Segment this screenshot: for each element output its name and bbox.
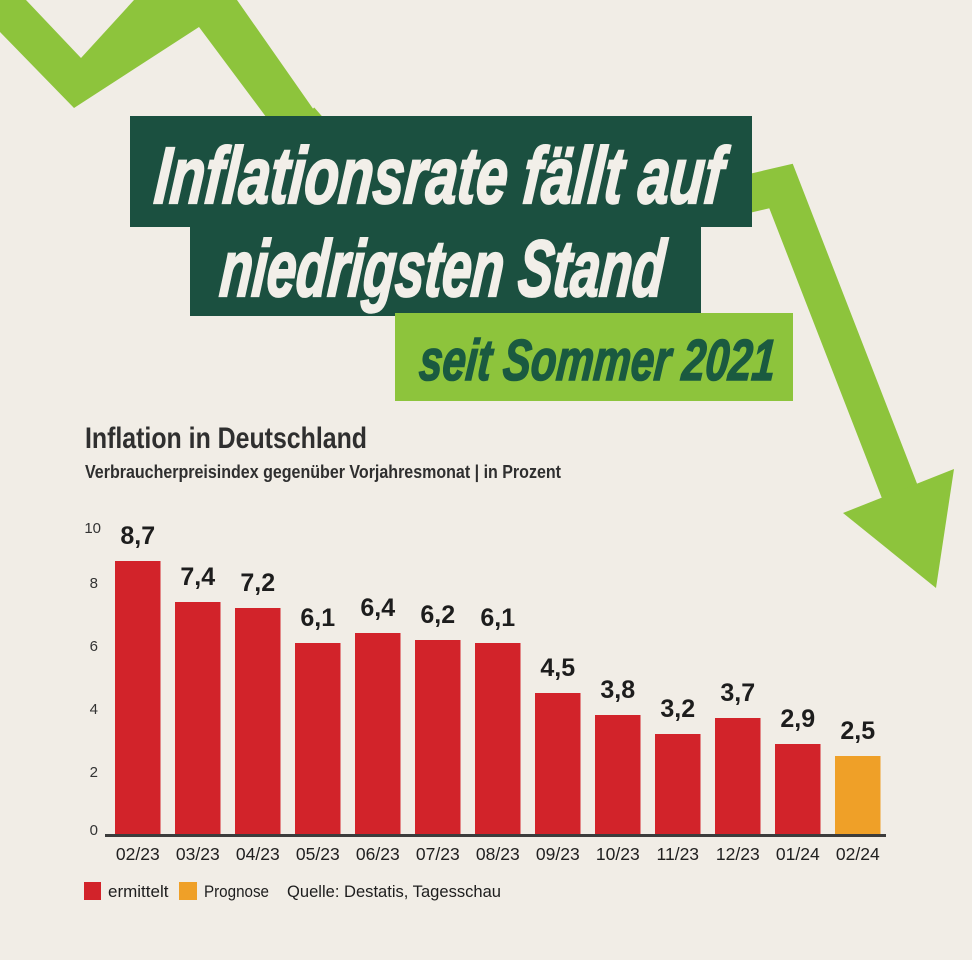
- svg-text:2,9: 2,9: [780, 705, 815, 733]
- svg-text:Quelle: Destatis, Tagesschau: Quelle: Destatis, Tagesschau: [287, 882, 501, 901]
- svg-text:3,8: 3,8: [600, 676, 635, 704]
- svg-text:08/23: 08/23: [476, 844, 520, 864]
- svg-text:4,5: 4,5: [540, 654, 575, 682]
- svg-text:01/24: 01/24: [776, 844, 820, 864]
- svg-text:6: 6: [90, 638, 98, 655]
- svg-text:seit Sommer 2021: seit Sommer 2021: [417, 328, 779, 393]
- svg-text:09/23: 09/23: [536, 844, 580, 864]
- svg-text:7,2: 7,2: [240, 569, 275, 597]
- svg-text:10: 10: [84, 520, 101, 537]
- svg-text:11/23: 11/23: [657, 844, 700, 864]
- svg-text:2,5: 2,5: [840, 717, 875, 745]
- svg-text:04/23: 04/23: [236, 844, 280, 864]
- svg-text:ermittelt: ermittelt: [108, 882, 169, 901]
- svg-text:0: 0: [90, 822, 98, 839]
- svg-text:niedrigsten Stand: niedrigsten Stand: [217, 223, 670, 313]
- svg-text:6,1: 6,1: [480, 604, 515, 632]
- svg-text:6,2: 6,2: [420, 601, 455, 629]
- svg-text:Inflation in Deutschland: Inflation in Deutschland: [85, 422, 367, 455]
- svg-text:7,4: 7,4: [180, 563, 215, 591]
- svg-text:10/23: 10/23: [596, 844, 640, 864]
- svg-text:3,2: 3,2: [660, 695, 695, 723]
- svg-text:02/23: 02/23: [116, 844, 160, 864]
- svg-text:Verbraucherpreisindex gegenübe: Verbraucherpreisindex gegenüber Vorjahre…: [85, 462, 561, 482]
- svg-text:6,4: 6,4: [360, 594, 395, 622]
- svg-text:07/23: 07/23: [416, 844, 460, 864]
- svg-text:06/23: 06/23: [356, 844, 400, 864]
- svg-text:12/23: 12/23: [716, 844, 760, 864]
- svg-text:6,1: 6,1: [300, 604, 335, 632]
- svg-text:02/24: 02/24: [836, 844, 880, 864]
- svg-text:8: 8: [90, 575, 98, 592]
- svg-text:Inflationsrate fällt auf: Inflationsrate fällt auf: [152, 130, 733, 220]
- svg-text:Prognose: Prognose: [204, 882, 269, 901]
- svg-text:03/23: 03/23: [176, 844, 220, 864]
- svg-text:05/23: 05/23: [296, 844, 340, 864]
- svg-text:8,7: 8,7: [120, 522, 155, 550]
- svg-text:2: 2: [90, 764, 98, 781]
- svg-text:4: 4: [90, 701, 98, 718]
- svg-text:3,7: 3,7: [720, 679, 755, 707]
